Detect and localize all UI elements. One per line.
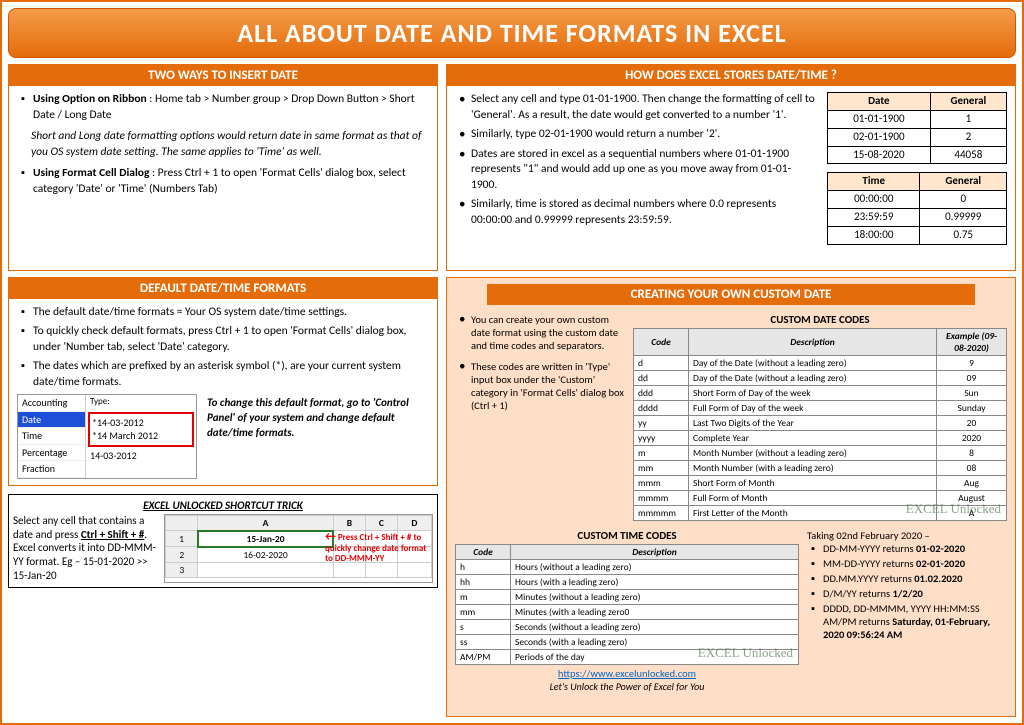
example-item: DDDD, DD-MMMM, YYYY HH:MM:SS AM/PM retur… — [811, 602, 1007, 641]
box2-header: HOW DOES EXCEL STORES DATE/TIME ? — [447, 65, 1015, 86]
box4-intro: You can create your own custom date form… — [455, 313, 625, 525]
time-general-table: TimeGeneral 00:00:000 23:59:590.99999 18… — [827, 172, 1007, 244]
box4-header: CREATING YOUR OWN CUSTOM DATE — [487, 284, 975, 305]
shortcut-title: EXCEL UNLOCKED SHORTCUT TRICK — [13, 499, 433, 512]
box2-body: Select any cell and type 01-01-1900. The… — [447, 86, 1015, 251]
box-default-formats: DEFAULT DATE/TIME FORMATS The default da… — [8, 277, 438, 486]
box2-tables: DateGeneral 01-01-19001 02-01-19002 15-0… — [827, 92, 1007, 245]
box1-note: Short and Long date formatting options w… — [17, 127, 429, 166]
time-codes-table: CodeDescription hHours (without a leadin… — [455, 544, 799, 665]
left-lower-col: DEFAULT DATE/TIME FORMATS The default da… — [8, 277, 438, 717]
time-codes-title: CUSTOM TIME CODES — [455, 529, 799, 542]
box4-intro-item: You can create your own custom date form… — [459, 313, 625, 352]
box4-lower: CUSTOM TIME CODES CodeDescription hHours… — [455, 529, 1007, 693]
example-item: DD.MM.YYYY returns 01.02.2020 — [811, 572, 1007, 585]
box1-header: TWO WAYS TO INSERT DATE — [9, 65, 437, 86]
box3-item: The dates which are prefixed by an aster… — [21, 359, 429, 390]
tagline: Let's Unlock the Power of Excel for You — [455, 680, 799, 693]
type-highlight: *14-03-2012 *14 March 2012 — [88, 412, 194, 447]
shortcut-callout: Press Ctrl + Shift + # to quickly change… — [325, 531, 430, 564]
example-heading: Taking 02nd February 2020 – — [807, 529, 1007, 542]
box2-item: Similarly, time is stored as decimal num… — [459, 197, 817, 228]
format-cells-dialog: Accounting Date Time Percentage Fraction… — [17, 394, 197, 479]
link-line: https://www.excelunlocked.com — [455, 667, 799, 680]
date-general-table: DateGeneral 01-01-19001 02-01-19002 15-0… — [827, 92, 1007, 164]
page-title: ALL ABOUT DATE AND TIME FORMATS IN EXCEL — [8, 8, 1016, 58]
box2-item: Select any cell and type 01-01-1900. The… — [459, 92, 817, 123]
box-custom-date: CREATING YOUR OWN CUSTOM DATE You can cr… — [446, 277, 1016, 717]
box2-item: Similarly, type 02-01-1900 would return … — [459, 127, 817, 143]
date-codes-title: CUSTOM DATE CODES — [633, 313, 1007, 326]
box2-text: Select any cell and type 01-01-1900. The… — [455, 92, 817, 245]
box3-item: The default date/time formats = Your OS … — [21, 305, 429, 321]
box4-intro-item: These codes are written in 'Type' input … — [459, 360, 625, 412]
box3-header: DEFAULT DATE/TIME FORMATS — [9, 278, 437, 299]
type-label: Type: — [86, 395, 196, 409]
example-item: MM-DD-YYYY returns 02-01-2020 — [811, 557, 1007, 570]
box3-item: To quickly check default formats, press … — [21, 324, 429, 355]
box-how-stores: HOW DOES EXCEL STORES DATE/TIME ? Select… — [446, 64, 1016, 271]
cat-item: Fraction — [18, 461, 85, 478]
box2-item: Dates are stored in excel as a sequentia… — [459, 147, 817, 194]
site-link[interactable]: https://www.excelunlocked.com — [558, 667, 696, 680]
type-option: 14-03-2012 — [86, 449, 196, 463]
box3-note: To change this default format, go to 'Co… — [203, 394, 429, 479]
cat-item: Accounting — [18, 395, 85, 412]
example-block: Taking 02nd February 2020 – DD-MM-YYYY r… — [807, 529, 1007, 693]
type-option: *14-03-2012 — [92, 416, 190, 430]
date-codes-block: CUSTOM DATE CODES CodeDescriptionExample… — [633, 313, 1007, 521]
content-grid: TWO WAYS TO INSERT DATE Using Option on … — [8, 64, 1016, 717]
shortcut-sheet: A B C D 115-Jan-20 216-02-2020 3 Press C… — [164, 514, 433, 583]
shortcut-text: Select any cell that contains a date and… — [13, 514, 158, 583]
box4-body: You can create your own custom date form… — [447, 309, 1015, 697]
cat-item-selected: Date — [18, 412, 85, 429]
box1-item-dialog: Using Format Cell Dialog : Press Ctrl + … — [21, 166, 429, 197]
cat-item: Time — [18, 428, 85, 445]
type-option: *14 March 2012 — [92, 429, 190, 443]
box3-bottom: Accounting Date Time Percentage Fraction… — [17, 394, 429, 479]
example-item: D/M/YY returns 1/2/20 — [811, 587, 1007, 600]
box1-body: Using Option on Ribbon : Home tab > Numb… — [9, 86, 437, 207]
time-codes-block: CUSTOM TIME CODES CodeDescription hHours… — [455, 529, 799, 693]
example-item: DD-MM-YYYY returns 01-02-2020 — [811, 542, 1007, 555]
date-codes-table: CodeDescriptionExample (09-08-2020) dDay… — [633, 328, 1007, 521]
box1-item-ribbon: Using Option on Ribbon : Home tab > Numb… — [21, 92, 429, 123]
infographic-page: ALL ABOUT DATE AND TIME FORMATS IN EXCEL… — [0, 0, 1024, 725]
box3-body: The default date/time formats = Your OS … — [9, 299, 437, 485]
cat-item: Percentage — [18, 445, 85, 462]
box-insert-date: TWO WAYS TO INSERT DATE Using Option on … — [8, 64, 438, 271]
shortcut-box: EXCEL UNLOCKED SHORTCUT TRICK Select any… — [8, 494, 438, 588]
